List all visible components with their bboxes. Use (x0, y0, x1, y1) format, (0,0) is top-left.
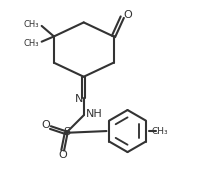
Text: O: O (42, 120, 50, 130)
Text: S: S (63, 127, 70, 137)
Text: NH: NH (86, 109, 103, 119)
Text: CH₃: CH₃ (24, 39, 39, 48)
Text: CH₃: CH₃ (24, 20, 39, 29)
Text: CH₃: CH₃ (152, 127, 168, 136)
Text: O: O (123, 10, 132, 20)
Text: O: O (58, 150, 67, 160)
Text: N: N (75, 94, 84, 104)
